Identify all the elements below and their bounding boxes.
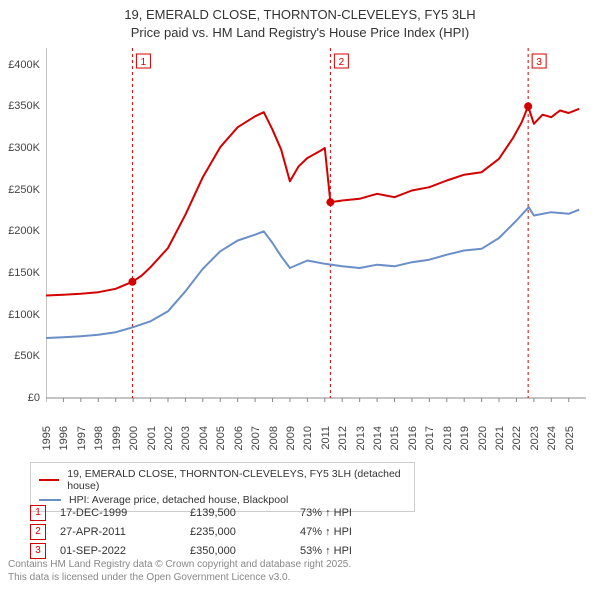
x-axis-label: 2016 [407, 426, 419, 450]
x-axis-label: 2014 [372, 426, 384, 450]
svg-text:2: 2 [339, 57, 345, 68]
legend-label: 19, EMERALD CLOSE, THORNTON-CLEVELEYS, F… [67, 468, 406, 492]
footer-line-1: Contains HM Land Registry data © Crown c… [8, 559, 351, 572]
event-diff: 53% ↑ HPI [300, 545, 420, 557]
x-axis-label: 2024 [546, 426, 558, 450]
y-axis-label: £150K [0, 267, 40, 279]
x-axis-label: 2011 [320, 426, 332, 450]
x-axis-label: 2009 [285, 426, 297, 450]
x-axis-label: 2007 [250, 426, 262, 450]
x-axis-label: 2010 [302, 426, 314, 450]
x-axis-label: 2004 [198, 426, 210, 450]
y-axis-label: £100K [0, 309, 40, 321]
x-axis-label: 2015 [389, 426, 401, 450]
x-axis-label: 2012 [337, 426, 349, 450]
footer-line-2: This data is licensed under the Open Gov… [8, 572, 351, 585]
x-axis-label: 2005 [215, 426, 227, 450]
x-axis-label: 1996 [58, 426, 70, 450]
x-axis-label: 2018 [442, 426, 454, 450]
legend-swatch [39, 499, 61, 501]
event-price: £235,000 [190, 526, 300, 538]
event-marker-icon: 1 [30, 505, 46, 521]
x-axis-label: 2020 [477, 426, 489, 450]
x-axis-label: 1998 [93, 426, 105, 450]
x-axis-label: 2006 [233, 426, 245, 450]
x-axis-label: 2023 [529, 426, 541, 450]
x-axis-label: 2013 [355, 426, 367, 450]
y-axis-label: £350K [0, 100, 40, 112]
chart-svg: 1 2 3 [46, 48, 586, 423]
svg-text:3: 3 [536, 57, 542, 68]
event-price: £139,500 [190, 507, 300, 519]
x-axis-label: 2022 [511, 426, 523, 450]
event-date: 27-APR-2011 [60, 526, 190, 538]
event-marker-icon: 3 [30, 543, 46, 559]
y-axis-label: £300K [0, 142, 40, 154]
event-row: 2 27-APR-2011 £235,000 47% ↑ HPI [30, 524, 420, 540]
title-line-2: Price paid vs. HM Land Registry's House … [0, 24, 600, 42]
x-axis-label: 2008 [268, 426, 280, 450]
legend-swatch [39, 479, 59, 481]
x-axis-label: 2025 [564, 426, 576, 450]
x-axis-label: 2000 [128, 426, 140, 450]
legend-item: 19, EMERALD CLOSE, THORNTON-CLEVELEYS, F… [39, 467, 406, 493]
title-line-1: 19, EMERALD CLOSE, THORNTON-CLEVELEYS, F… [0, 6, 600, 24]
x-axis-label: 1999 [111, 426, 123, 450]
footer-attribution: Contains HM Land Registry data © Crown c… [8, 559, 351, 584]
event-row: 3 01-SEP-2022 £350,000 53% ↑ HPI [30, 543, 420, 559]
event-date: 01-SEP-2022 [60, 545, 190, 557]
x-axis-label: 2017 [424, 426, 436, 450]
y-axis-label: £400K [0, 59, 40, 71]
x-axis-label: 2019 [459, 426, 471, 450]
event-row: 1 17-DEC-1999 £139,500 73% ↑ HPI [30, 505, 420, 521]
x-axis-label: 2003 [180, 426, 192, 450]
x-axis-label: 2021 [494, 426, 506, 450]
event-table: 1 17-DEC-1999 £139,500 73% ↑ HPI 2 27-AP… [30, 502, 420, 562]
chart-title: 19, EMERALD CLOSE, THORNTON-CLEVELEYS, F… [0, 0, 600, 41]
svg-text:1: 1 [141, 57, 147, 68]
event-price: £350,000 [190, 545, 300, 557]
y-axis-label: £50K [0, 350, 40, 362]
chart-area: 123 £0£50K£100K£150K£200K£250K£300K£350K… [46, 48, 586, 423]
y-axis-label: £0 [0, 392, 40, 404]
event-date: 17-DEC-1999 [60, 507, 190, 519]
event-diff: 47% ↑ HPI [300, 526, 420, 538]
x-axis-label: 1997 [76, 426, 88, 450]
x-axis-label: 2002 [163, 426, 175, 450]
x-axis-label: 2001 [146, 426, 158, 450]
y-axis-label: £200K [0, 225, 40, 237]
event-diff: 73% ↑ HPI [300, 507, 420, 519]
y-axis-label: £250K [0, 184, 40, 196]
x-axis-label: 1995 [41, 426, 53, 450]
event-marker-icon: 2 [30, 524, 46, 540]
